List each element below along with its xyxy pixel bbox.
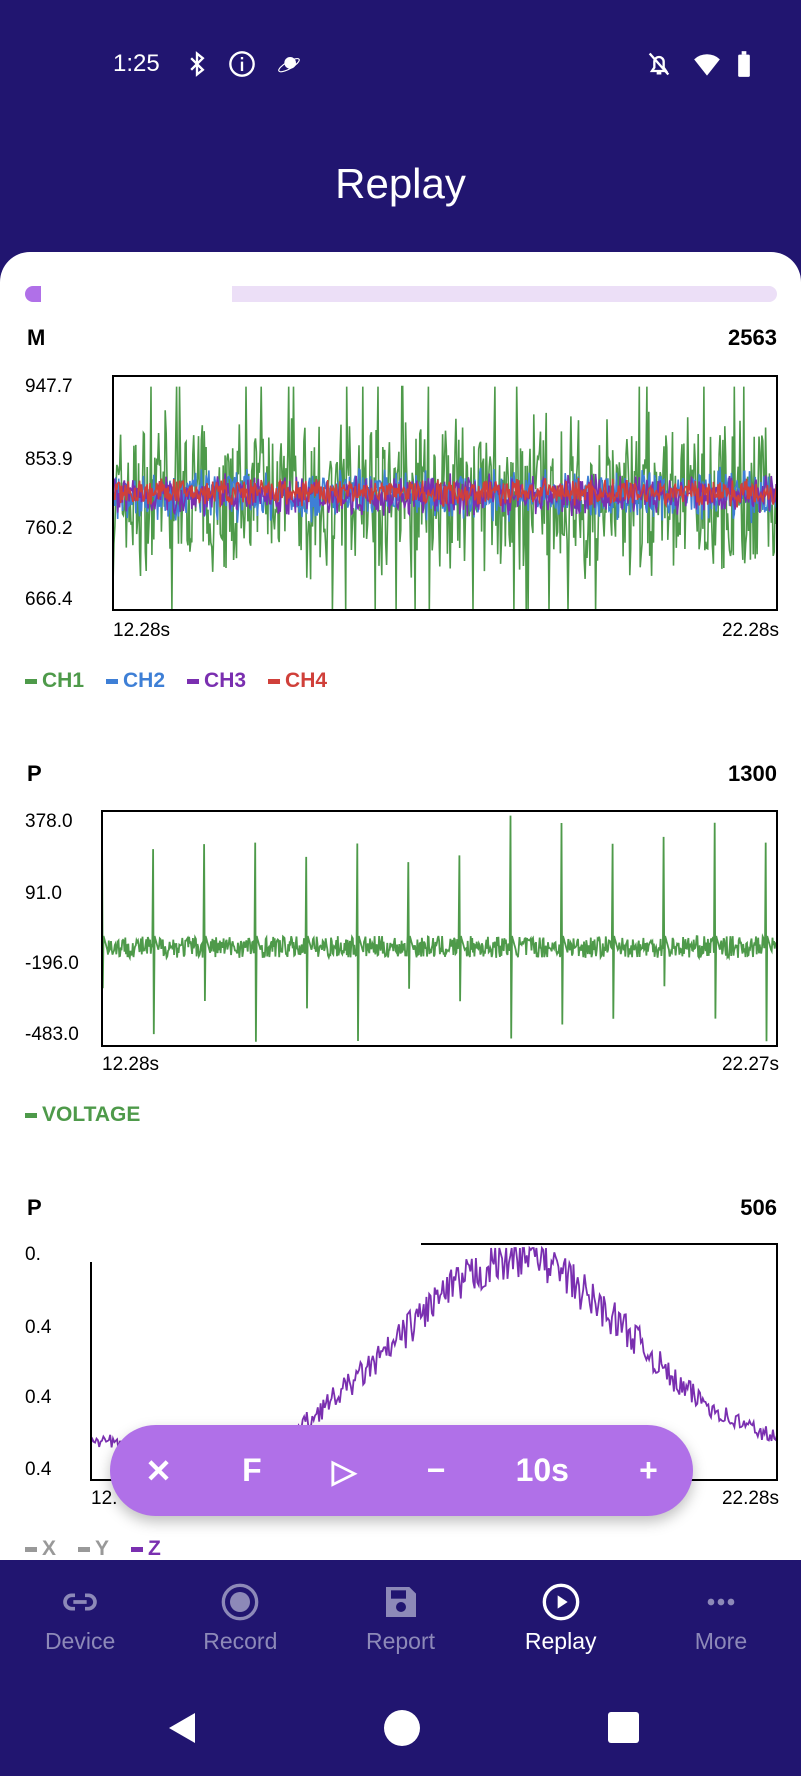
legend-swatch [131, 1546, 144, 1552]
time-window-label: 10s [515, 1452, 569, 1488]
legend-item: CH1 [25, 669, 84, 693]
legend-swatch [25, 1546, 37, 1552]
chart2-y-label: -483.0 [25, 1024, 79, 1045]
chart1-y-label: 760.2 [25, 518, 73, 539]
nav-more-label: More [694, 1628, 748, 1654]
nav-more[interactable]: More [641, 1560, 801, 1686]
series-ch4 [112, 477, 778, 509]
battery-icon [738, 51, 750, 77]
replay-progress-fill[interactable] [25, 286, 41, 302]
legend-label: VOLTAGE [42, 1103, 141, 1126]
record-icon [221, 1583, 259, 1621]
chart1-x-start: 12.28s [113, 620, 171, 641]
chart2-x-start: 12.28s [102, 1054, 160, 1075]
back-icon[interactable] [169, 1713, 195, 1743]
legend-swatch [268, 678, 281, 684]
save-icon [385, 1587, 416, 1617]
chart1-y-label: 853.9 [25, 449, 73, 470]
info-icon [229, 51, 255, 77]
legend-label: CH1 [42, 669, 85, 692]
legend-item: CH3 [187, 669, 246, 693]
series-voltage [101, 815, 778, 1042]
plot-frame [101, 810, 778, 1047]
chart2-y-label: -196.0 [25, 953, 79, 974]
bluetooth-icon [190, 51, 205, 77]
more-icon [707, 1598, 735, 1606]
chart3-y-label: 0.4 [25, 1459, 52, 1480]
legend-item: CH4 [268, 669, 327, 693]
nav-device-label: Device [44, 1628, 116, 1654]
chart1-y-label: 947.7 [25, 376, 73, 397]
legend-label: CH2 [123, 669, 166, 692]
legend-label: Z [148, 1537, 161, 1560]
chart3-legend: X Y Z [25, 1537, 161, 1561]
legend-label: CH4 [285, 669, 328, 692]
home-icon[interactable] [384, 1710, 420, 1746]
chart2-x-end: 22.27s [721, 1054, 779, 1075]
recents-icon[interactable] [608, 1712, 639, 1743]
legend-label: X [42, 1537, 57, 1560]
legend-item: CH2 [106, 669, 165, 693]
legend-label: Y [95, 1537, 110, 1560]
nav-report-label: Report [365, 1628, 436, 1654]
plot-frame [112, 375, 778, 611]
chart3-y-label: 0.4 [25, 1317, 52, 1338]
legend-item: VOLTAGE [25, 1103, 140, 1127]
zoom-in-button[interactable]: + [639, 1452, 658, 1488]
chart1-legend: CH1 CH2 CH3 CH4 [25, 669, 327, 693]
chart3-title: P [27, 1195, 42, 1220]
chart3-count: 506 [740, 1195, 777, 1220]
chart1-plot [112, 375, 778, 611]
chart3-y-label: 0.4 [25, 1387, 52, 1408]
status-bar: 1:25 [0, 0, 801, 110]
legend-swatch [106, 678, 119, 684]
chart1-title: M [27, 325, 46, 350]
status-time: 1:25 [113, 50, 160, 77]
link-icon [63, 1593, 97, 1611]
chart2-legend: VOLTAGE [25, 1103, 140, 1127]
chart2-y-label: 91.0 [25, 883, 62, 904]
legend-label: CH3 [204, 669, 247, 692]
legend-item: Y [78, 1537, 109, 1561]
chart2-plot [101, 810, 778, 1047]
legend-swatch [187, 678, 200, 684]
nav-record[interactable]: Record [160, 1560, 320, 1686]
chart2-count: 1300 [728, 761, 777, 786]
nav-replay[interactable]: Replay [481, 1560, 641, 1686]
nav-device[interactable]: Device [0, 1560, 160, 1686]
legend-swatch [25, 1112, 37, 1118]
legend-item: X [25, 1537, 56, 1561]
chart2-title: P [27, 761, 42, 786]
chart1-x-end: 22.28s [721, 620, 779, 641]
chart2-y-label: 378.0 [25, 811, 73, 832]
chart3-y-label: 0. [25, 1244, 41, 1265]
chart3-x-end: 22.28s [721, 1488, 779, 1509]
wifi-icon [694, 54, 720, 76]
play-circle-icon [542, 1583, 580, 1621]
plot-frame [90, 1243, 778, 1481]
bottom-nav: Device Record Report Replay More [0, 1560, 801, 1686]
play-button[interactable]: ▷ [331, 1452, 357, 1489]
series-ch1 [112, 385, 778, 611]
bell-off-icon [648, 52, 670, 76]
legend-swatch [25, 678, 37, 684]
page-title: Replay [335, 160, 466, 207]
legend-item: Z [131, 1537, 161, 1561]
replay-controls: ✕ F ▷ − 10s + [110, 1425, 693, 1516]
system-nav [169, 1710, 639, 1746]
saturn-icon [278, 57, 300, 73]
chart3-x-start: 12. [91, 1488, 118, 1509]
nav-replay-label: Replay [524, 1628, 597, 1654]
chart1-y-label: 666.4 [25, 589, 73, 610]
nav-report[interactable]: Report [320, 1560, 480, 1686]
nav-record-label: Record [203, 1628, 278, 1654]
zoom-out-button[interactable]: − [426, 1452, 446, 1488]
replay-progress-track[interactable] [232, 286, 777, 302]
legend-swatch [78, 1546, 91, 1552]
close-button[interactable]: ✕ [145, 1452, 172, 1489]
follow-button[interactable]: F [242, 1452, 262, 1488]
chart1-count: 2563 [728, 325, 777, 350]
